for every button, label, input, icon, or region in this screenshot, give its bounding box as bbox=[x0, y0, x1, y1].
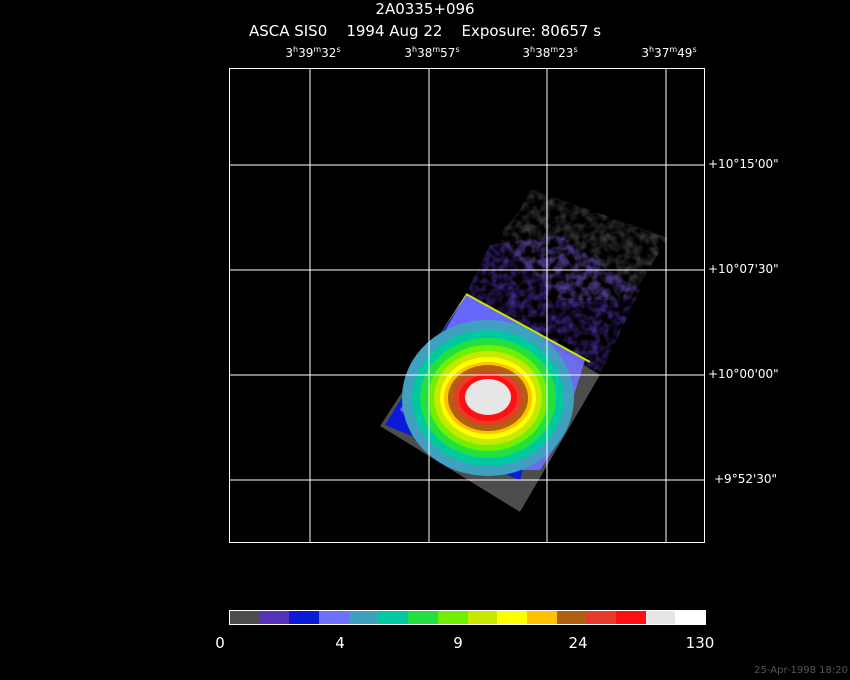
ra-tick-label: 3h38m57s bbox=[404, 45, 460, 60]
colorbar-swatch bbox=[437, 611, 468, 624]
colorbar-swatch bbox=[615, 611, 646, 624]
colorbar-swatch bbox=[497, 611, 527, 624]
ra-tick-label: 3h37m49s bbox=[641, 45, 697, 60]
colorbar-swatch bbox=[289, 611, 320, 624]
colorbar-swatch bbox=[645, 611, 676, 624]
image-frame bbox=[229, 68, 705, 543]
chip-edge bbox=[465, 293, 591, 363]
colorbar-swatch bbox=[556, 611, 587, 624]
colorbar-swatch bbox=[675, 611, 705, 624]
ra-tick-label: 3h38m23s bbox=[522, 45, 578, 60]
image-title: 2A0335+096 bbox=[375, 0, 475, 18]
colorbar-label: 0 bbox=[215, 634, 225, 652]
ra-tick-label: 3h39m32s bbox=[285, 45, 341, 60]
dec-tick-label: +10°07'30" bbox=[708, 262, 779, 276]
colorbar-swatch bbox=[378, 611, 409, 624]
colorbar-swatch bbox=[319, 611, 349, 624]
colorbar-swatch bbox=[259, 611, 290, 624]
colorbar-swatch bbox=[348, 611, 379, 624]
colorbar-swatch bbox=[526, 611, 557, 624]
colorbar bbox=[229, 610, 706, 625]
colorbar-swatch bbox=[467, 611, 498, 624]
colorbar-label: 130 bbox=[685, 634, 715, 652]
colorbar-swatch bbox=[586, 611, 616, 624]
dec-tick-label: +10°00'00" bbox=[708, 367, 779, 381]
colorbar-label: 9 bbox=[453, 634, 463, 652]
colorbar-label: 24 bbox=[568, 634, 588, 652]
observation-info: ASCA SIS0 1994 Aug 22 Exposure: 80657 s bbox=[248, 22, 602, 40]
colorbar-swatch bbox=[230, 611, 260, 624]
dec-tick-label: +9°52'30" bbox=[714, 472, 778, 486]
cluster-emission bbox=[402, 320, 574, 476]
colorbar-swatch bbox=[408, 611, 438, 624]
timestamp: 25-Apr-1998 18:20 bbox=[754, 665, 848, 676]
dec-tick-label: +10°15'00" bbox=[708, 157, 779, 171]
coordinate-grid bbox=[229, 68, 705, 543]
colorbar-label: 4 bbox=[335, 634, 345, 652]
